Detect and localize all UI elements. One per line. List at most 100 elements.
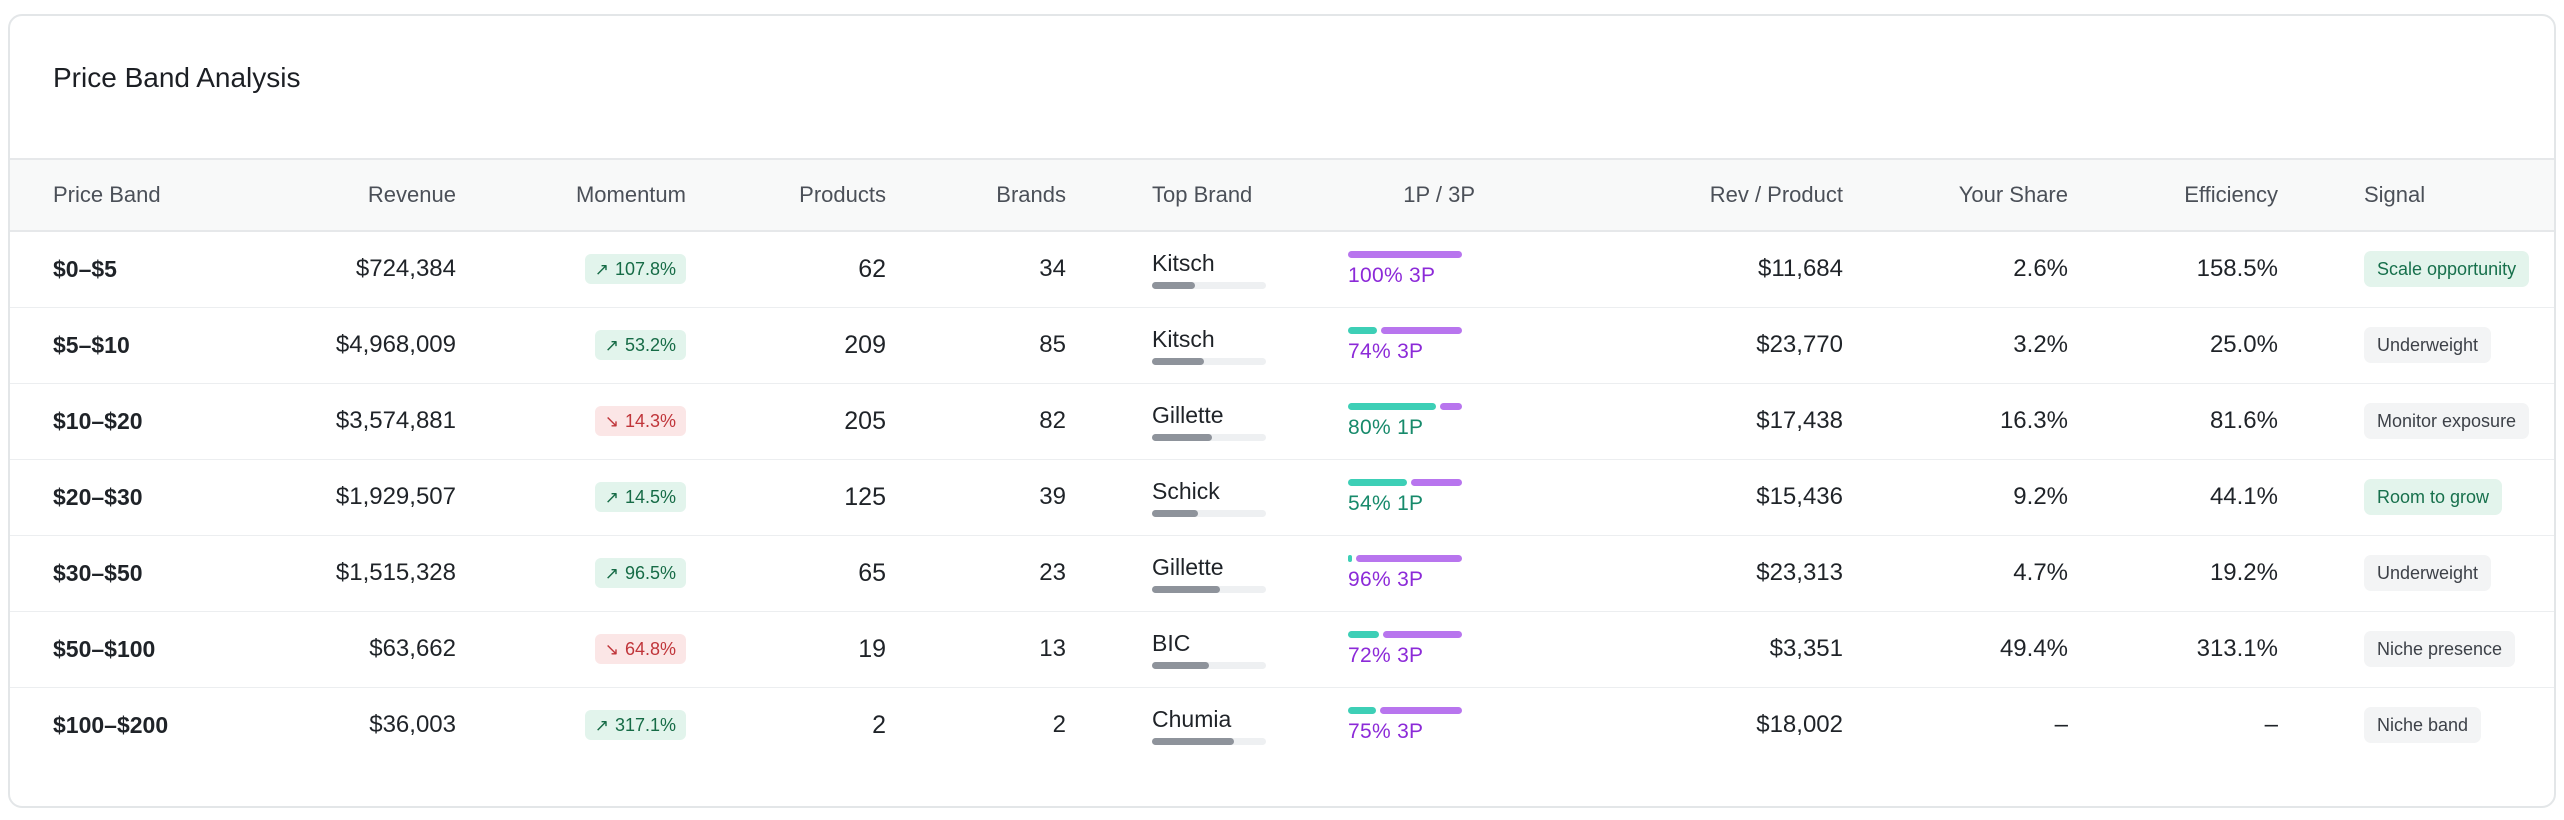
fulfillment-cell: 80% 1P bbox=[1291, 383, 1591, 460]
momentum-cell: ↘ 64.8% bbox=[456, 611, 686, 688]
fulfillment-split-label: 75% 3P bbox=[1348, 719, 1424, 743]
momentum-value: 14.5% bbox=[624, 486, 676, 507]
products-cell: 205 bbox=[686, 383, 886, 460]
momentum-badge: ↘ 14.3% bbox=[594, 406, 686, 436]
fulfillment-cell: 100% 3P bbox=[1291, 231, 1591, 308]
table-row[interactable]: $5–$10 $4,968,009 ↗ 53.2% 209 85 Kitsch … bbox=[10, 307, 2554, 384]
first-party-segment bbox=[1348, 326, 1377, 334]
top-brand-share-track bbox=[1152, 738, 1266, 746]
col-header-products[interactable]: Products bbox=[686, 158, 886, 232]
first-party-segment bbox=[1348, 554, 1352, 562]
col-header-your-share[interactable]: Your Share bbox=[1843, 158, 2068, 232]
arrow-down-right-icon: ↘ bbox=[604, 411, 619, 431]
momentum-badge: ↗ 317.1% bbox=[584, 710, 686, 741]
top-brand-cell: Kitsch bbox=[1066, 307, 1291, 384]
rev-per-product-cell: $23,770 bbox=[1591, 307, 1843, 384]
top-brand-cell: BIC bbox=[1066, 611, 1291, 688]
momentum-wrap: ↗ 14.5% bbox=[456, 482, 686, 512]
your-share-cell: 4.7% bbox=[1843, 535, 2068, 612]
revenue-cell: $3,574,881 bbox=[190, 383, 456, 460]
top-brand-share-fill bbox=[1152, 358, 1204, 365]
efficiency-cell: 158.5% bbox=[2068, 231, 2278, 308]
top-brand-name: BIC bbox=[1152, 630, 1191, 656]
top-brand-cell: Gillette bbox=[1066, 383, 1291, 460]
rev-per-product-cell: $18,002 bbox=[1756, 711, 1843, 739]
table-row[interactable]: $30–$50 $1,515,328 ↗ 96.5% 65 23 Gillett… bbox=[10, 535, 2554, 612]
top-brand-cell: Schick bbox=[1066, 459, 1291, 536]
rev-per-product-cell: $3,351 bbox=[1591, 611, 1843, 688]
signal-cell: Scale opportunity bbox=[2278, 231, 2554, 308]
price-band-cell: $50–$100 bbox=[10, 611, 190, 688]
efficiency-cell: 81.6% bbox=[2068, 383, 2278, 460]
rev-per-product-cell: $17,438 bbox=[1591, 383, 1843, 460]
fulfillment-split-label: 100% 3P bbox=[1348, 263, 1436, 287]
efficiency-cell: 313.1% bbox=[2068, 611, 2278, 688]
table-row[interactable]: $10–$20 $3,574,881 ↘ 14.3% 205 82 Gillet… bbox=[10, 383, 2554, 460]
top-brand-cell: Kitsch bbox=[1066, 231, 1291, 308]
brands-cell: 85 bbox=[886, 307, 1066, 384]
col-header-price-band[interactable]: Price Band bbox=[10, 158, 190, 232]
signal-badge: Monitor exposure bbox=[2364, 403, 2530, 439]
top-brand-name: Kitsch bbox=[1152, 326, 1215, 352]
price-band-cell: $30–$50 bbox=[10, 535, 190, 612]
price-band-cell: $0–$5 bbox=[10, 231, 190, 308]
fulfillment-split-bar bbox=[1348, 630, 1462, 638]
fulfillment-split-label: 80% 1P bbox=[1348, 415, 1424, 439]
top-brand-share-track bbox=[1152, 434, 1266, 441]
first-party-segment bbox=[1348, 402, 1436, 410]
table-row[interactable]: $0–$5 $724,384 ↗ 107.8% 62 34 Kitsch 100… bbox=[10, 231, 2554, 308]
price-band-cell: $100–$200 bbox=[53, 711, 169, 738]
col-header-brands[interactable]: Brands bbox=[886, 158, 1066, 232]
col-header-1p-3p[interactable]: 1P / 3P bbox=[1291, 158, 1591, 232]
fulfillment-split-label: 54% 1P bbox=[1348, 491, 1424, 515]
top-brand-name: Gillette bbox=[1152, 402, 1224, 428]
col-header-efficiency[interactable]: Efficiency bbox=[2068, 158, 2278, 232]
your-share-cell: 3.2% bbox=[1843, 307, 2068, 384]
third-party-segment bbox=[1440, 402, 1462, 410]
momentum-wrap: ↗ 96.5% bbox=[456, 558, 686, 588]
revenue-cell: $1,929,507 bbox=[190, 459, 456, 536]
top-brand-name: Schick bbox=[1152, 478, 1220, 504]
col-header-revenue[interactable]: Revenue bbox=[190, 158, 456, 232]
signal-badge: Scale opportunity bbox=[2364, 251, 2530, 288]
top-brand-share-fill bbox=[1152, 738, 1234, 746]
table-row[interactable]: $50–$100 $63,662 ↘ 64.8% 19 13 BIC 72% 3… bbox=[10, 611, 2554, 688]
products-cell: 2 bbox=[872, 710, 886, 739]
top-brand-share-track bbox=[1152, 586, 1266, 593]
rev-per-product-cell: $23,313 bbox=[1591, 535, 1843, 612]
arrow-up-right-icon: ↗ bbox=[604, 335, 619, 355]
table-row[interactable]: $20–$30 $1,929,507 ↗ 14.5% 125 39 Schick… bbox=[10, 459, 2554, 536]
efficiency-cell: 19.2% bbox=[2068, 535, 2278, 612]
fulfillment-cell: 72% 3P bbox=[1291, 611, 1591, 688]
signal-badge: Underweight bbox=[2364, 555, 2492, 591]
col-header-momentum[interactable]: Momentum bbox=[456, 158, 686, 232]
third-party-segment bbox=[1356, 554, 1462, 562]
momentum-value: 14.3% bbox=[624, 410, 676, 431]
arrow-up-right-icon: ↗ bbox=[594, 715, 609, 735]
products-cell: 209 bbox=[686, 307, 886, 384]
momentum-badge: ↗ 107.8% bbox=[584, 254, 686, 285]
your-share-cell: 9.2% bbox=[1843, 459, 2068, 536]
table-row[interactable]: $100–$200 $36,003 ↗ 317.1% 2 2 Chumia 75… bbox=[10, 687, 2554, 763]
brands-cell: 82 bbox=[886, 383, 1066, 460]
top-brand-cell: Gillette bbox=[1066, 535, 1291, 612]
momentum-wrap: ↗ 317.1% bbox=[456, 710, 686, 741]
top-brand-name: Kitsch bbox=[1152, 250, 1215, 277]
brands-cell: 39 bbox=[886, 459, 1066, 536]
price-band-cell: $5–$10 bbox=[10, 307, 190, 384]
efficiency-cell: 44.1% bbox=[2068, 459, 2278, 536]
col-header-top-brand[interactable]: Top Brand bbox=[1066, 158, 1291, 232]
col-header-signal[interactable]: Signal bbox=[2278, 158, 2554, 232]
signal-cell: Monitor exposure bbox=[2278, 383, 2554, 460]
card-title: Price Band Analysis bbox=[53, 62, 301, 93]
third-party-segment bbox=[1348, 250, 1462, 258]
col-header-rev-per-product[interactable]: Rev / Product bbox=[1591, 158, 1843, 232]
momentum-badge: ↗ 14.5% bbox=[594, 482, 686, 512]
signal-cell: Underweight bbox=[2278, 535, 2554, 612]
momentum-badge: ↗ 53.2% bbox=[594, 330, 686, 360]
products-cell: 65 bbox=[686, 535, 886, 612]
third-party-segment bbox=[1411, 478, 1462, 486]
fulfillment-cell: 54% 1P bbox=[1291, 459, 1591, 536]
efficiency-cell: 25.0% bbox=[2068, 307, 2278, 384]
fulfillment-split-bar bbox=[1348, 706, 1462, 714]
